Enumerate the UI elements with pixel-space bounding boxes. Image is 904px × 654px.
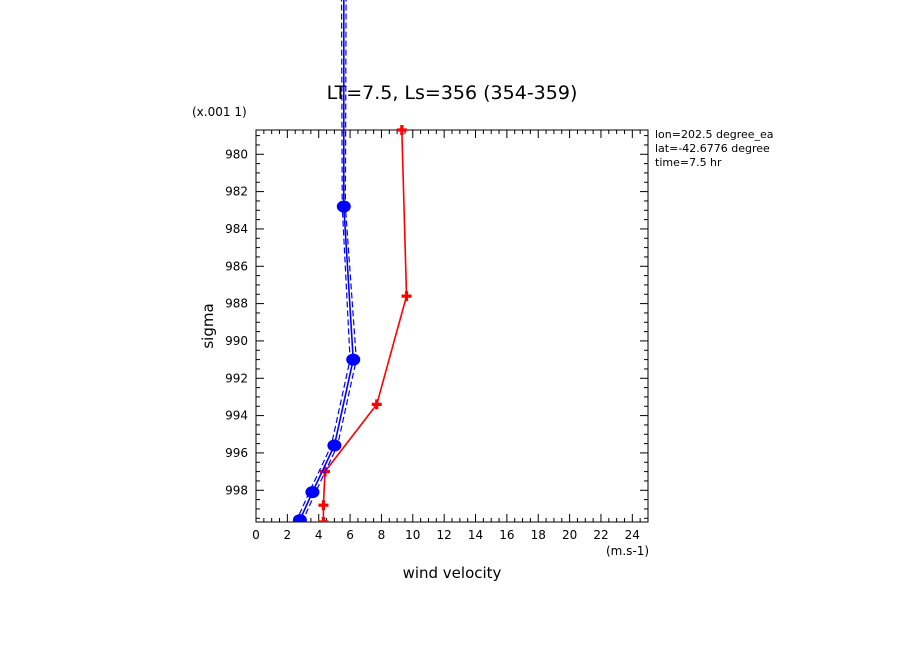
y-tick-label: 986 bbox=[225, 259, 248, 273]
data-point bbox=[318, 517, 329, 522]
y-tick-label: 994 bbox=[225, 409, 248, 423]
series-line bbox=[302, 0, 357, 521]
data-point bbox=[396, 125, 407, 135]
series-layer bbox=[292, 0, 412, 522]
annotation-lat: lat=-42.6776 degree bbox=[655, 142, 770, 155]
series-line bbox=[322, 129, 408, 522]
x-tick-label: 14 bbox=[468, 528, 483, 542]
data-point bbox=[401, 291, 412, 302]
annotation-mask bbox=[780, 126, 904, 176]
x-tick-label: 4 bbox=[315, 528, 323, 542]
x-tick-label: 8 bbox=[378, 528, 386, 542]
annotation-lon: lon=202.5 degree_ea bbox=[655, 128, 774, 141]
annotation-block: lon=202.5 degree_ea lat=-42.6776 degree … bbox=[655, 128, 774, 169]
x-tick-label: 10 bbox=[405, 528, 420, 542]
y-tick-label: 990 bbox=[225, 334, 248, 348]
axis-ticks: 0 2 4 6 8 10 12 14 16 18 20 22 249809829849869889909… bbox=[225, 130, 649, 542]
y-tick-label: 992 bbox=[225, 371, 248, 385]
x-unit-label: (m.s-1) bbox=[606, 544, 649, 558]
data-point bbox=[336, 200, 351, 213]
data-point bbox=[346, 353, 361, 366]
data-point bbox=[327, 439, 342, 452]
data-point bbox=[371, 399, 382, 410]
chart-title: LT=7.5, Ls=356 (354-359) bbox=[327, 82, 578, 104]
x-tick-label: 20 bbox=[562, 528, 577, 542]
y-unit-label: (x.001 1) bbox=[192, 105, 247, 119]
y-tick-label: 996 bbox=[225, 446, 248, 460]
data-point bbox=[318, 500, 329, 511]
data-point bbox=[292, 514, 307, 522]
annotation-time: time=7.5 hr bbox=[655, 156, 722, 169]
x-tick-label: 22 bbox=[593, 528, 608, 542]
y-tick-label: 980 bbox=[225, 147, 248, 161]
x-axis-label: wind velocity bbox=[403, 564, 502, 582]
y-axis-label: sigma bbox=[199, 303, 217, 348]
y-tick-label: 998 bbox=[225, 483, 248, 497]
x-tick-label: 16 bbox=[499, 528, 514, 542]
x-tick-label: 0 bbox=[252, 528, 260, 542]
y-tick-label: 988 bbox=[225, 297, 248, 311]
data-point bbox=[305, 486, 320, 499]
x-tick-label: 12 bbox=[437, 528, 452, 542]
plot-frame bbox=[255, 129, 649, 523]
y-tick-label: 982 bbox=[225, 185, 248, 199]
x-tick-label: 2 bbox=[284, 528, 292, 542]
y-tick-label: 984 bbox=[225, 222, 248, 236]
x-tick-label: 6 bbox=[346, 528, 354, 542]
x-tick-label: 24 bbox=[625, 528, 640, 542]
x-tick-label: 18 bbox=[531, 528, 546, 542]
series-line bbox=[296, 0, 351, 521]
